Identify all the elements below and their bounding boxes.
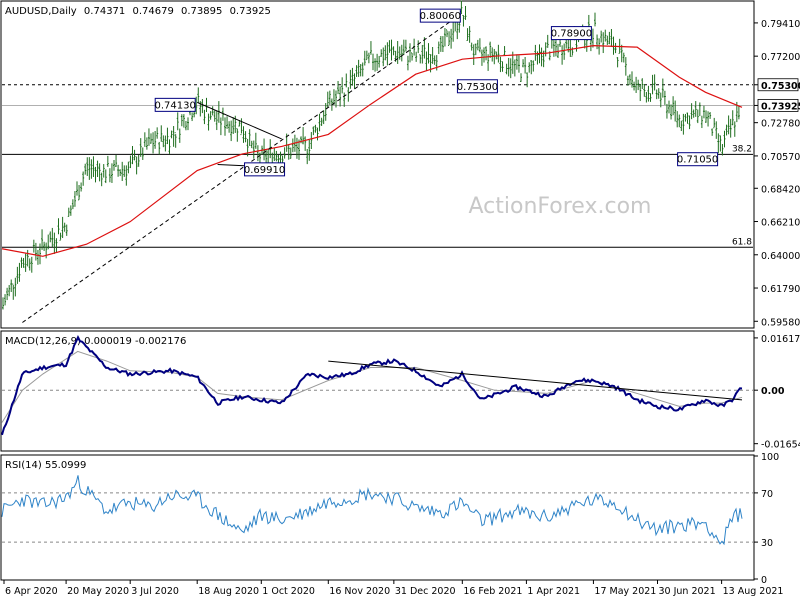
header-low: 0.73895 <box>181 6 222 17</box>
macd-trendline <box>328 360 743 401</box>
price-annotation-label: 0.75300 <box>457 82 498 93</box>
price-annotation-label: 0.78900 <box>551 29 592 40</box>
xtick-label: 3 Jul 2020 <box>131 586 179 597</box>
trendline <box>196 101 282 140</box>
rsi-panel-frame <box>0 454 755 581</box>
rsi-ytick-label: 0 <box>761 575 767 586</box>
fib-label: 61.8 <box>732 237 752 247</box>
macd-header: MACD(12,26,9) 0.000019 -0.002176 <box>5 336 186 347</box>
xtick-label: 16 Feb 2021 <box>463 586 522 597</box>
header-timeframe: Daily <box>51 6 76 17</box>
price-ytick-label: 0.61790 <box>761 284 800 295</box>
price-ytick-label: 0.75300 <box>761 81 800 92</box>
price-annotation-label: 0.69910 <box>244 165 285 176</box>
xtick-label: 17 May 2021 <box>594 586 656 597</box>
xtick-label: 31 Dec 2020 <box>395 586 456 597</box>
price-annotation-box <box>550 26 592 41</box>
xtick-label: 13 Aug 2021 <box>723 586 784 597</box>
price-annotation-label: 0.80060 <box>420 11 461 22</box>
price-plot: 38.2 61.8 0.80060 0.78900 0.74130 0.75300 0.69… <box>1 0 753 323</box>
current-price-tag <box>757 78 799 92</box>
header-open: 0.74371 <box>84 6 125 17</box>
price-annotation-label: 0.74130 <box>155 100 196 111</box>
price-annotation-box <box>419 8 461 23</box>
macd-ytick-label: 0.016172 <box>761 334 800 345</box>
current-price-tag <box>757 99 799 112</box>
rsi-header: RSI(14) 55.0999 <box>5 460 86 471</box>
xtick-label: 16 Nov 2020 <box>329 586 390 597</box>
xtick-label: 1 Apr 2021 <box>527 586 580 597</box>
xtick-label: 20 May 2020 <box>67 586 129 597</box>
price-ytick-label: 0.79410 <box>761 19 800 30</box>
xtick-label: 6 Apr 2020 <box>5 586 58 597</box>
price-annotation-box <box>456 79 498 94</box>
trendline <box>22 12 463 323</box>
price-ytick-label: 0.70570 <box>761 152 800 163</box>
price-ytick-label: 0.59580 <box>761 317 800 328</box>
macd-ytick-label: 0.00 <box>761 386 785 397</box>
chart-header: AUDUSD,Daily 0.74371 0.74679 0.73895 0.7… <box>5 6 271 17</box>
rsi-ytick-label: 100 <box>761 452 779 463</box>
rsi-ytick-label: 30 <box>761 538 773 549</box>
xtick-label: 18 Aug 2020 <box>198 586 259 597</box>
price-annotation-box <box>677 152 719 167</box>
header-high: 0.74679 <box>132 6 173 17</box>
price-ytick-label: 0.73925 <box>761 101 800 112</box>
price-annotation-box <box>244 162 286 177</box>
axes: 0.79410 0.77200 0.75300 0.73925 0.72780 0.705… <box>3 19 800 597</box>
price-ytick-label: 0.77200 <box>761 52 800 63</box>
macd-panel-frame <box>0 330 755 452</box>
price-ytick-label: 0.72780 <box>761 119 800 130</box>
price-annotation-box <box>154 97 196 112</box>
price-ytick-label: 0.68420 <box>761 184 800 195</box>
rsi-ytick-label: 70 <box>761 489 773 500</box>
xtick-label: 30 Jun 2021 <box>659 586 716 597</box>
moving-average-line <box>1 45 743 257</box>
price-ytick-label: 0.66210 <box>761 218 800 229</box>
rsi-plot <box>1 475 753 546</box>
macd-plot <box>1 335 753 436</box>
xtick-label: 1 Oct 2020 <box>262 586 315 597</box>
price-ytick-label: 0.64000 <box>761 251 800 262</box>
header-close: 0.73925 <box>230 6 271 17</box>
price-annotation-label: 0.71050 <box>677 155 718 166</box>
watermark: ActionForex.com <box>469 194 652 219</box>
header-symbol: AUDUSD <box>5 6 49 17</box>
fib-label: 38.2 <box>732 144 752 154</box>
rsi-line <box>1 475 743 546</box>
macd-ytick-label: -0.016544 <box>761 440 800 451</box>
